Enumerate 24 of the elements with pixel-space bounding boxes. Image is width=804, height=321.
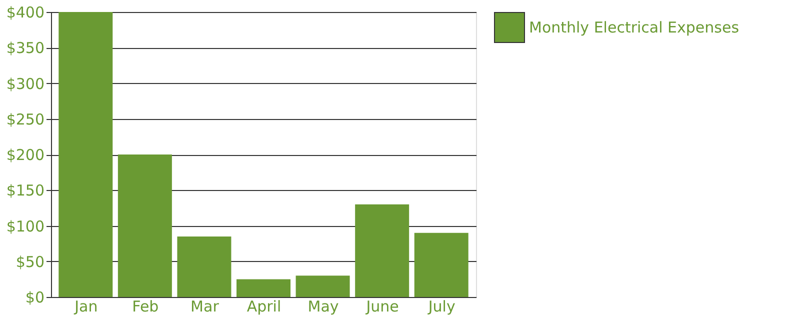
x-tick-label: May [308, 298, 339, 316]
bar [355, 204, 410, 297]
x-tick-label: Mar [190, 298, 220, 316]
y-tick-label: $250 [6, 110, 44, 128]
x-tick-label: April [246, 298, 282, 316]
y-tick-label: $200 [6, 146, 44, 164]
bar [296, 276, 350, 297]
y-tick-label: $400 [6, 4, 44, 22]
bar [414, 232, 468, 297]
y-tick-label: $150 [6, 182, 44, 200]
bar [118, 154, 172, 297]
x-tick-label: Jan [74, 298, 98, 316]
y-tick-label: $100 [6, 217, 44, 236]
x-tick-label: July [427, 298, 456, 316]
legend-label: Monthly Electrical Expenses [529, 18, 740, 36]
bar [58, 12, 113, 297]
y-tick-label: $300 [6, 74, 44, 93]
y-tick-label: $0 [25, 288, 44, 306]
x-tick-label: Feb [132, 298, 159, 316]
x-tick-label: June [365, 298, 399, 316]
bar [236, 279, 290, 297]
y-tick-label: $350 [6, 39, 44, 58]
y-tick-label: $50 [16, 252, 44, 271]
bar [177, 236, 232, 297]
